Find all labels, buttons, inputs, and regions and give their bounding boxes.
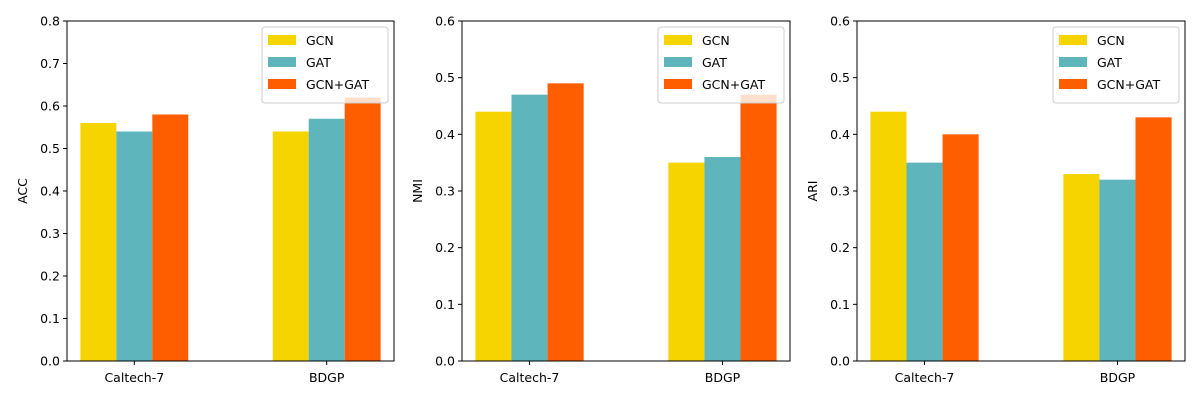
y-axis-label: ACC (15, 178, 30, 204)
y-tick-label: 0.3 (435, 184, 455, 199)
bar-gat-caltech-7 (511, 94, 548, 362)
y-tick-label: 0.2 (40, 269, 60, 284)
y-axis-label: ARI (805, 181, 820, 202)
y-tick-label: 0.1 (40, 311, 60, 326)
bar-gcn-bdgp (1063, 174, 1100, 361)
legend-swatch (1059, 35, 1087, 45)
bar-gcn-plus-gat-bdgp (344, 97, 381, 361)
bar-gcn-plus-gat-bdgp (1135, 117, 1172, 361)
legend-label: GCN+GAT (1097, 77, 1161, 92)
legend-label: GCN (1097, 33, 1125, 48)
chart-panel-ari: 0.0 0.1 0.2 0.3 0.4 0.5 0.6 Caltech-7 BDGP ARI GCN… (805, 14, 1186, 385)
legend-swatch (268, 57, 296, 67)
x-tick-label: BDGP (309, 370, 345, 385)
bar-gcn-plus-gat-caltech-7 (942, 134, 979, 361)
y-tick-label: 0.6 (40, 99, 60, 114)
y-tick-label: 0.0 (435, 354, 455, 369)
y-tick-label: 0.2 (435, 240, 455, 255)
bar-gat-caltech-7 (906, 162, 943, 361)
legend: GCN GAT GCN+GAT (657, 26, 785, 104)
legend-swatch (664, 57, 692, 67)
y-tick-label: 0.5 (435, 70, 455, 85)
bar-gat-caltech-7 (116, 131, 153, 361)
bar-gcn-bdgp (668, 162, 705, 361)
chart-panel-acc: 0.0 0.1 0.2 0.3 0.4 0.5 0.6 0.7 0.8 Caltech-7 BDGP… (15, 14, 395, 385)
y-tick-label: 0.3 (830, 184, 850, 199)
y-tick-label: 0.8 (40, 14, 60, 29)
y-tick-label: 0.5 (40, 141, 60, 156)
bar-gat-bdgp (1099, 179, 1136, 361)
y-tick-label: 0.1 (435, 297, 455, 312)
legend-label: GAT (306, 55, 331, 70)
legend-swatch (268, 35, 296, 45)
bar-gat-bdgp (704, 157, 741, 361)
y-tick-label: 0.6 (830, 14, 850, 29)
bar-gcn-plus-gat-bdgp (740, 94, 777, 362)
y-tick-label: 0.0 (830, 354, 850, 369)
y-tick-label: 0.1 (830, 297, 850, 312)
bar-gcn-caltech-7 (475, 111, 512, 361)
x-tick-label: BDGP (1100, 370, 1136, 385)
y-tick-label: 0.7 (40, 56, 60, 71)
y-axis-label: NMI (410, 179, 425, 203)
x-tick-label: BDGP (705, 370, 741, 385)
legend-label: GCN (306, 33, 334, 48)
y-tick-label: 0.4 (40, 184, 60, 199)
x-tick-label: Caltech-7 (895, 370, 955, 385)
bar-gat-bdgp (308, 118, 345, 361)
legend: GCN GAT GCN+GAT (261, 26, 389, 104)
legend-label: GAT (702, 55, 727, 70)
chart-panel-nmi: 0.0 0.1 0.2 0.3 0.4 0.5 0.6 Caltech-7 BDGP NMI GCN… (410, 14, 791, 385)
y-tick-label: 0.4 (830, 127, 850, 142)
bar-gcn-caltech-7 (870, 111, 907, 361)
legend-swatch (1059, 57, 1087, 67)
bar-gcn-plus-gat-caltech-7 (547, 83, 584, 361)
y-tick-label: 0.0 (40, 354, 60, 369)
legend-swatch (268, 79, 296, 89)
legend-label: GCN+GAT (306, 77, 370, 92)
legend-swatch (664, 79, 692, 89)
y-tick-label: 0.2 (830, 240, 850, 255)
y-tick-label: 0.6 (435, 14, 455, 29)
y-tick-label: 0.5 (830, 70, 850, 85)
x-tick-label: Caltech-7 (500, 370, 560, 385)
y-tick-label: 0.4 (435, 127, 455, 142)
legend-swatch (664, 35, 692, 45)
legend-label: GCN+GAT (702, 77, 766, 92)
legend: GCN GAT GCN+GAT (1052, 26, 1180, 104)
bar-gcn-caltech-7 (80, 123, 117, 361)
y-tick-label: 0.3 (40, 226, 60, 241)
bar-gcn-plus-gat-caltech-7 (152, 114, 189, 361)
legend-swatch (1059, 79, 1087, 89)
legend-label: GCN (702, 33, 730, 48)
bar-gcn-bdgp (272, 131, 309, 361)
x-tick-label: Caltech-7 (104, 370, 164, 385)
legend-label: GAT (1097, 55, 1122, 70)
